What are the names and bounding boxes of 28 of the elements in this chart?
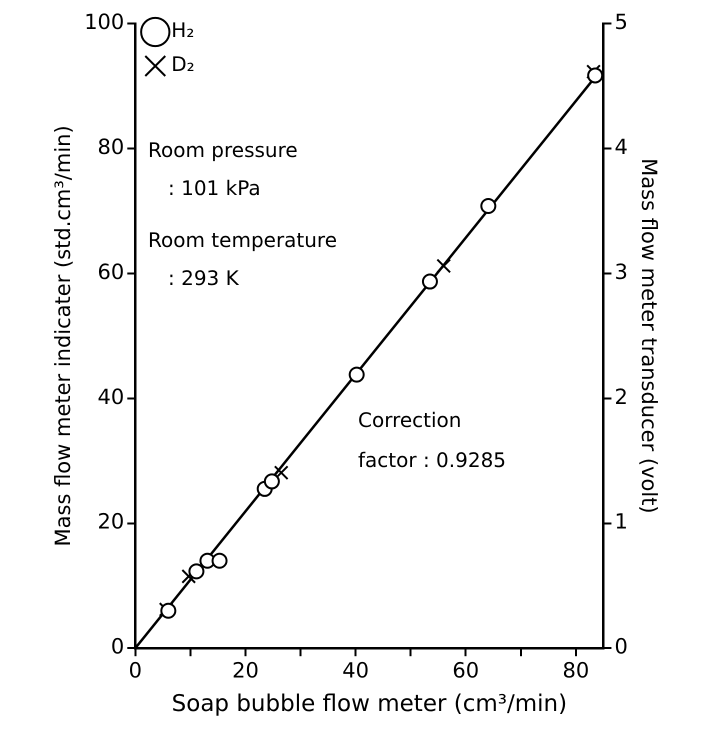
legend-label: H₂ (171, 18, 194, 42)
x-tick-label: 60 (452, 658, 480, 682)
x-tick-label: 20 (232, 658, 259, 682)
annotation: Room temperature (148, 228, 338, 252)
annotation: : 293 K (168, 266, 239, 290)
legend-label: D₂ (171, 52, 195, 76)
y-tick-label: 0 (110, 634, 124, 659)
annotation: factor : 0.9285 (358, 448, 506, 472)
y-tick-label: 100 (84, 10, 124, 34)
x-tick-label: 80 (562, 658, 590, 682)
x-axis-title: Soap bubble flow meter (cm³/min) (172, 691, 568, 718)
y2-tick-label: 1 (614, 510, 628, 534)
y2-tick-label: 3 (614, 260, 628, 284)
y2-tick-label: 4 (614, 134, 628, 159)
y2-tick-label: 2 (614, 384, 628, 409)
y-tick-label: 40 (98, 384, 124, 409)
annotation: Correction (358, 408, 462, 432)
x-tick-label: 40 (342, 658, 369, 682)
annotation: Room pressure (148, 138, 298, 162)
y2-axis-title: Mass flow meter transducer (volt) (636, 158, 661, 514)
y-axis-title: Mass flow meter indicater (std.cm³/min) (51, 125, 76, 546)
y-tick-label: 60 (98, 260, 124, 284)
y2-tick-label: 5 (614, 10, 628, 34)
x-tick-label: 0 (128, 658, 142, 682)
y2-tick-label: 0 (614, 634, 628, 659)
y-tick-label: 80 (98, 134, 124, 159)
y-tick-label: 20 (98, 510, 124, 534)
annotation: : 101 kPa (168, 176, 261, 200)
